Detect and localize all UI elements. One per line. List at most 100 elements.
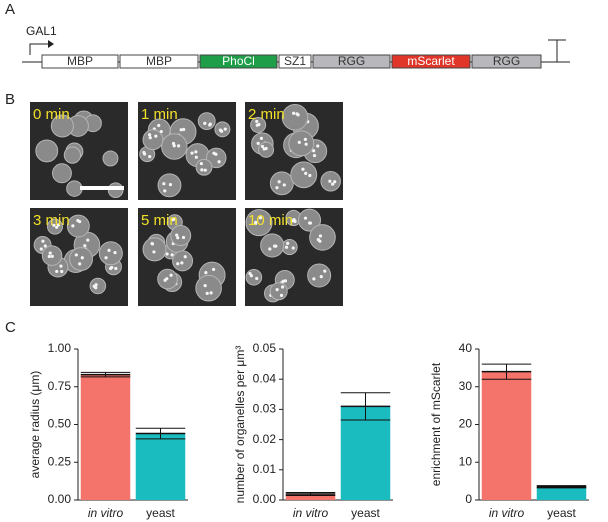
droplet: [108, 266, 113, 271]
droplet: [203, 284, 207, 288]
bar: [285, 493, 336, 500]
construct-part: [391, 54, 471, 69]
droplet: [212, 267, 216, 272]
droplet: [217, 160, 221, 164]
droplet: [297, 140, 301, 144]
droplet: [78, 262, 82, 266]
droplet: [293, 219, 297, 223]
x-tick-label: yeast: [146, 506, 175, 520]
cell: [142, 237, 167, 262]
panel-label: B: [5, 91, 15, 108]
y-tick-label: 0: [465, 492, 472, 506]
droplet: [154, 134, 158, 138]
droplet: [43, 244, 47, 248]
droplet: [328, 179, 332, 183]
droplet: [281, 279, 285, 283]
droplet: [165, 277, 169, 281]
panel-label: C: [5, 319, 16, 336]
cell: [245, 209, 273, 237]
cell: [46, 218, 63, 235]
cell: [288, 130, 315, 157]
droplet: [255, 276, 259, 281]
cell: [195, 274, 222, 302]
y-tick-label: 0.25: [48, 454, 72, 468]
x-tick-label: in vitro: [489, 506, 525, 520]
droplet: [150, 242, 155, 246]
x-tick-label: in vitro: [293, 506, 329, 520]
cell: [298, 208, 322, 232]
cell: [35, 139, 59, 163]
droplet: [176, 236, 180, 240]
droplet: [284, 245, 289, 249]
cell: [98, 241, 123, 266]
droplet: [277, 180, 281, 184]
construct-part: [278, 54, 312, 69]
bar: [340, 406, 391, 500]
y-tick-label: 0.00: [48, 492, 72, 506]
cell: [269, 282, 288, 301]
cell: [281, 104, 309, 131]
cell: [51, 163, 72, 184]
droplet: [203, 121, 207, 125]
droplet: [275, 186, 279, 190]
droplet: [268, 247, 272, 251]
error-bar: [481, 363, 532, 380]
droplet: [259, 136, 264, 140]
droplet: [249, 274, 253, 278]
droplet: [323, 269, 327, 273]
droplet: [180, 261, 184, 265]
droplet: [291, 246, 295, 250]
y-axis-label: enrichment of mScarlet: [429, 362, 443, 486]
y-tick-label: 40: [459, 341, 473, 355]
part-label: mScarlet: [407, 54, 455, 68]
droplet: [220, 129, 224, 133]
droplet: [39, 247, 43, 251]
droplet: [303, 137, 307, 141]
bar: [536, 486, 587, 500]
part-label: MBP: [67, 54, 93, 68]
droplet: [301, 167, 305, 171]
droplet: [199, 161, 203, 166]
timepoint-label: 3 min: [33, 212, 70, 229]
cell: [107, 182, 124, 198]
bar: [481, 371, 532, 500]
timepoint-label: 1 min: [141, 106, 178, 123]
cell: [66, 214, 90, 238]
droplet: [223, 127, 227, 131]
droplet: [256, 141, 260, 145]
droplet: [316, 144, 320, 148]
droplet: [312, 153, 317, 158]
x-tick-label: yeast: [547, 506, 576, 520]
droplet: [159, 129, 163, 134]
droplet: [200, 168, 204, 172]
timepoint-label: 2 min: [248, 106, 285, 123]
droplet: [162, 182, 166, 186]
droplet: [258, 216, 263, 220]
droplet: [94, 283, 98, 287]
droplet: [255, 119, 259, 124]
droplet: [194, 155, 198, 159]
promoter-arrow: [29, 43, 48, 55]
droplet: [318, 239, 322, 243]
droplet: [114, 266, 118, 271]
droplet: [280, 285, 285, 289]
error-bar: [536, 485, 587, 489]
y-axis-label: number of organelles per μm³: [233, 346, 247, 504]
droplet: [274, 244, 278, 248]
droplet: [304, 142, 308, 146]
droplet: [254, 220, 258, 224]
droplet: [333, 180, 337, 184]
bar: [80, 374, 131, 500]
droplet: [55, 269, 59, 274]
y-tick-label: 0.75: [48, 379, 72, 393]
cell: [269, 171, 294, 196]
cell: [50, 114, 74, 138]
droplet: [74, 253, 78, 257]
droplet: [60, 269, 64, 274]
droplet: [205, 291, 209, 295]
cell: [89, 277, 107, 295]
droplet: [171, 217, 176, 221]
droplet: [148, 136, 152, 140]
bar: [135, 433, 186, 500]
droplet: [56, 223, 61, 227]
